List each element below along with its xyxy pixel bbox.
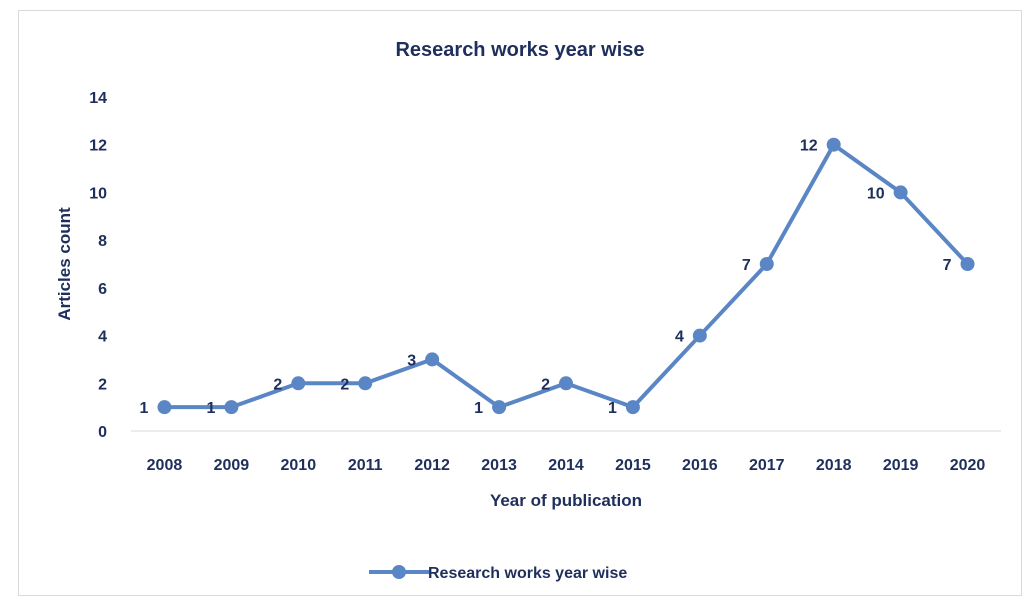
data-point [692,328,707,343]
x-tick-label: 2010 [281,457,317,474]
legend-marker-swatch [392,565,406,579]
chart-area: Research works year wise Articles count … [18,10,1022,596]
x-tick-label: 2009 [214,457,250,474]
y-tick-labels: 0 2 4 6 8 10 12 14 [89,90,107,441]
data-point [759,257,774,271]
data-label: 2 [273,376,282,393]
line-chart: Research works year wise Articles count … [55,39,1001,582]
data-point [893,185,908,200]
y-tick-label: 10 [89,185,107,202]
data-point [358,376,373,391]
data-point [425,352,440,367]
data-label: 12 [800,138,818,155]
data-label: 10 [867,185,885,202]
x-tick-label: 2013 [481,457,517,474]
y-axis-title: Articles count [55,207,74,321]
data-label: 1 [608,400,617,417]
data-point [224,400,239,415]
data-point [291,376,306,391]
x-tick-label: 2020 [950,457,986,474]
x-tick-labels: 2008 2009 2010 2011 2012 2013 2014 2015 2016 2017… [147,457,986,474]
y-tick-label: 2 [98,376,107,393]
y-tick-label: 8 [98,233,107,250]
data-label: 4 [675,329,684,346]
series-line [162,142,970,410]
chart-title: Research works year wise [395,39,644,61]
data-label: 2 [541,376,550,393]
x-tick-label: 2012 [414,457,450,474]
y-tick-label: 14 [89,90,107,107]
x-tick-label: 2011 [348,457,383,474]
x-tick-label: 2015 [615,457,651,474]
data-point [960,257,975,271]
x-tick-label: 2018 [816,457,852,474]
data-label: 7 [742,257,751,274]
y-tick-label: 0 [98,424,107,441]
series-group [157,137,975,415]
data-point [826,137,841,152]
data-label: 7 [943,257,952,274]
data-label: 3 [407,352,416,369]
x-tick-label: 2008 [147,457,183,474]
data-label: 1 [206,400,215,417]
legend[interactable]: Research works year wise [369,565,627,582]
data-label: 1 [140,400,149,417]
data-point [559,376,573,391]
data-label: 1 [474,400,483,417]
legend-label: Research works year wise [428,565,627,582]
x-tick-label: 2016 [682,457,718,474]
y-tick-label: 6 [98,281,107,298]
data-label: 2 [340,376,349,393]
x-axis-title: Year of publication [490,491,642,510]
y-tick-label: 4 [98,329,107,346]
y-tick-label: 12 [89,138,107,155]
x-tick-label: 2019 [883,457,919,474]
data-point [492,400,507,415]
data-point [157,400,172,415]
x-tick-label: 2014 [548,457,584,474]
data-point [625,400,640,415]
x-tick-label: 2017 [749,457,785,474]
